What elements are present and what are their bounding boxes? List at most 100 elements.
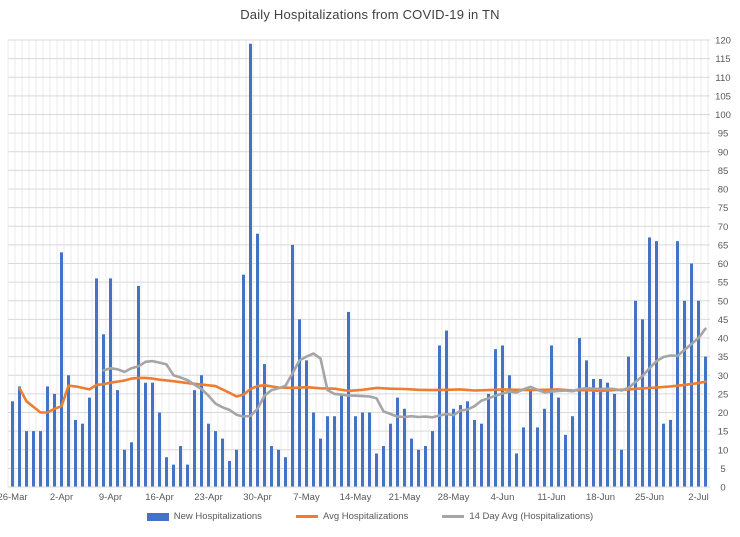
bar <box>452 408 455 487</box>
x-axis-tick-label: 25-Jun <box>635 492 664 503</box>
x-axis-tick-label: 26-Mar <box>0 492 28 503</box>
bar <box>67 375 70 487</box>
chart-legend: New Hospitalizations Avg Hospitalization… <box>0 511 740 522</box>
y-axis-tick-label: 90 <box>718 147 729 158</box>
y-axis-labels: 0 5 10 15 20 25 30 35 40 45 50 55 60 65 70 75 80 85 90 95 10… <box>715 36 731 494</box>
y-axis-tick-label: 105 <box>715 91 731 102</box>
x-axis-tick-label: 21-May <box>389 492 421 503</box>
y-axis-tick-label: 75 <box>718 203 729 214</box>
bar <box>494 349 497 487</box>
x-axis-tick-label: 16-Apr <box>145 492 174 503</box>
bar <box>151 382 154 487</box>
legend-item-new-hospitalizations: New Hospitalizations <box>146 511 262 522</box>
y-axis-tick-label: 25 <box>718 389 729 400</box>
bar <box>11 401 14 487</box>
bar <box>242 274 245 487</box>
bar <box>60 252 63 487</box>
y-axis-tick-label: 110 <box>715 73 730 84</box>
bar <box>32 431 35 487</box>
x-axis-labels: 26-Mar 2-Apr 9-Apr 16-Apr 23-Apr 30-Apr 7-May 1… <box>0 492 709 503</box>
y-axis-tick-label: 45 <box>718 315 729 326</box>
y-axis-tick-label: 115 <box>715 54 730 65</box>
x-axis-tick-label: 18-Jun <box>586 492 615 503</box>
x-axis-tick-label: 2-Apr <box>50 492 73 503</box>
legend-item-14-day-avg: 14 Day Avg (Hospitalizations) <box>442 511 593 522</box>
x-axis-tick-label: 28-May <box>438 492 470 503</box>
bar <box>256 233 259 487</box>
bar <box>480 423 483 487</box>
bar <box>340 393 343 487</box>
y-axis-tick-label: 70 <box>718 222 729 233</box>
bar <box>46 386 49 487</box>
y-axis-tick-label: 100 <box>715 110 731 121</box>
bar <box>669 419 672 487</box>
x-axis-tick-label: 2-Jul <box>688 492 709 503</box>
y-axis-tick-label: 50 <box>718 296 729 307</box>
bar <box>228 460 231 487</box>
bar <box>620 449 623 487</box>
x-axis-tick-label: 23-Apr <box>194 492 223 503</box>
bar <box>641 319 644 487</box>
legend-item-avg-hospitalizations: Avg Hospitalizations <box>295 511 409 522</box>
new-hospitalizations-swatch-icon <box>146 512 169 521</box>
legend-label: Avg Hospitalizations <box>322 511 409 522</box>
x-axis-tick-label: 4-Jun <box>491 492 515 503</box>
bar <box>326 416 329 487</box>
y-axis-tick-label: 30 <box>718 371 729 382</box>
bar <box>592 378 595 487</box>
bar <box>473 419 476 487</box>
x-axis-tick-label: 9-Apr <box>99 492 122 503</box>
bar <box>389 423 392 487</box>
bar <box>298 319 301 487</box>
legend-label: New Hospitalizations <box>173 511 262 522</box>
bar <box>53 393 56 487</box>
bar <box>529 390 532 487</box>
bar <box>263 364 266 487</box>
bar <box>81 423 84 487</box>
bar <box>683 300 686 487</box>
bar <box>312 412 315 487</box>
bar <box>522 427 525 487</box>
x-axis-tick-label: 14-May <box>340 492 372 503</box>
bar <box>382 446 385 487</box>
x-axis-tick-label: 30-Apr <box>243 492 272 503</box>
bar <box>221 438 224 487</box>
bar <box>25 431 28 487</box>
bar <box>424 446 427 487</box>
bar <box>319 438 322 487</box>
y-axis-tick-label: 15 <box>718 427 729 438</box>
bar <box>445 330 448 487</box>
bar <box>417 449 420 487</box>
y-axis-tick-label: 5 <box>720 464 725 475</box>
y-axis-tick-label: 35 <box>718 352 729 363</box>
bar <box>207 423 210 487</box>
y-axis-tick-label: 10 <box>718 445 729 456</box>
y-axis-tick-label: 95 <box>718 129 729 140</box>
bar <box>39 431 42 487</box>
bar <box>368 412 371 487</box>
bar <box>277 449 280 487</box>
bar <box>74 419 77 487</box>
y-axis-tick-label: 20 <box>718 408 729 419</box>
y-axis-tick-label: 65 <box>718 240 729 251</box>
bar <box>144 382 147 487</box>
bar <box>186 464 189 487</box>
bar <box>466 401 469 487</box>
bar <box>396 397 399 487</box>
bar <box>200 375 203 487</box>
y-axis-tick-label: 55 <box>718 278 729 289</box>
bar <box>123 449 126 487</box>
x-axis-tick-label: 11-Jun <box>537 492 565 503</box>
bar <box>88 397 91 487</box>
bar <box>431 431 434 487</box>
bar <box>410 438 413 487</box>
bar <box>214 431 217 487</box>
legend-label: 14 Day Avg (Hospitalizations) <box>469 511 594 522</box>
bar <box>116 390 119 487</box>
bar <box>564 434 567 487</box>
bar <box>662 423 665 487</box>
bar <box>613 393 616 487</box>
bar <box>249 43 252 487</box>
avg-hospitalizations-swatch-icon <box>295 515 318 518</box>
